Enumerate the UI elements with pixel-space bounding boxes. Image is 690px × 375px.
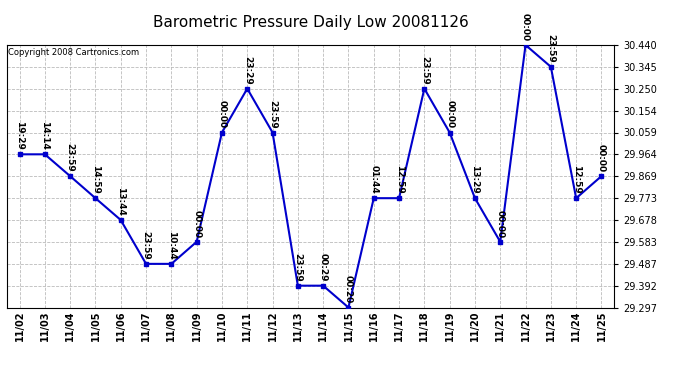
Text: 23:29: 23:29 — [243, 56, 252, 84]
Text: 23:59: 23:59 — [546, 34, 555, 63]
Text: 00:00: 00:00 — [217, 100, 226, 128]
Text: Barometric Pressure Daily Low 20081126: Barometric Pressure Daily Low 20081126 — [152, 15, 469, 30]
Text: 13:29: 13:29 — [471, 165, 480, 194]
Text: 12:59: 12:59 — [395, 165, 404, 194]
Text: 01:44: 01:44 — [369, 165, 378, 194]
Text: 19:29: 19:29 — [15, 121, 24, 150]
Text: 00:00: 00:00 — [495, 210, 505, 238]
Text: 00:00: 00:00 — [445, 100, 454, 128]
Text: 23:59: 23:59 — [141, 231, 150, 260]
Text: 23:59: 23:59 — [66, 143, 75, 172]
Text: 12:59: 12:59 — [571, 165, 581, 194]
Text: 13:44: 13:44 — [116, 187, 126, 216]
Text: Copyright 2008 Cartronics.com: Copyright 2008 Cartronics.com — [8, 48, 139, 57]
Text: 23:59: 23:59 — [268, 100, 277, 128]
Text: 00:00: 00:00 — [192, 210, 201, 238]
Text: 00:20: 00:20 — [344, 275, 353, 303]
Text: 14:59: 14:59 — [91, 165, 100, 194]
Text: 10:44: 10:44 — [167, 231, 176, 260]
Text: 23:59: 23:59 — [420, 56, 429, 84]
Text: 14:14: 14:14 — [40, 121, 50, 150]
Text: 00:00: 00:00 — [597, 144, 606, 172]
Text: 00:29: 00:29 — [319, 253, 328, 282]
Text: 00:00: 00:00 — [521, 13, 530, 41]
Text: 23:59: 23:59 — [293, 253, 302, 282]
